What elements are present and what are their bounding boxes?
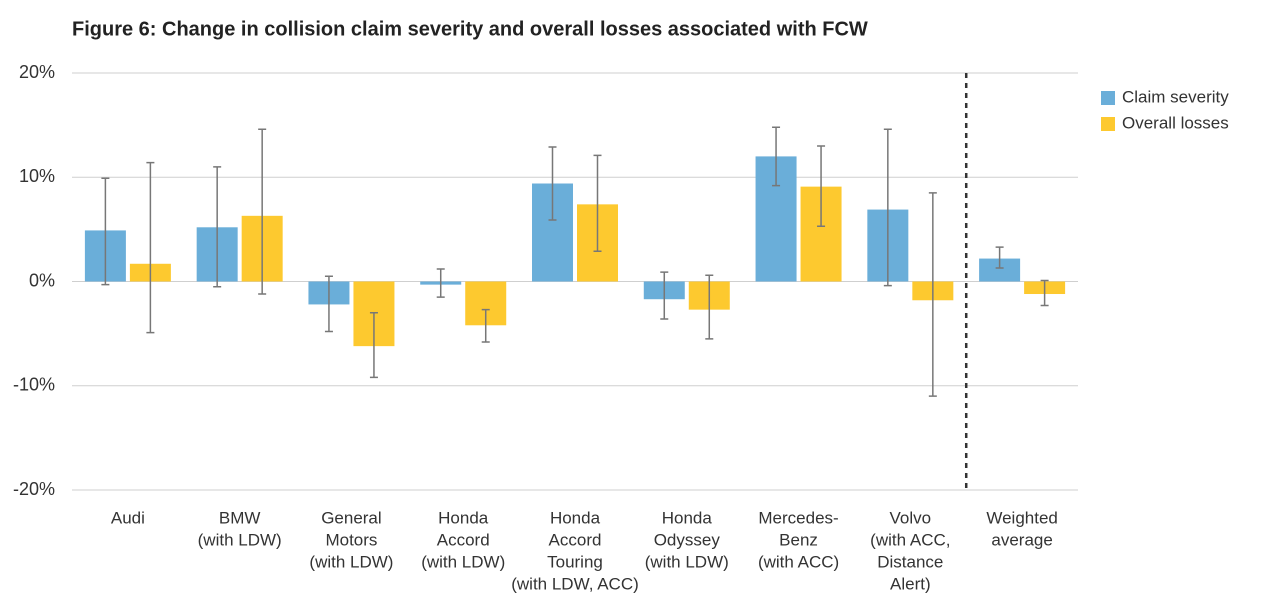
- y-tick-label: 10%: [19, 166, 55, 186]
- x-tick-label: Accord: [437, 530, 490, 549]
- x-tick-label: Benz: [779, 530, 818, 549]
- x-tick-label: General: [321, 508, 381, 527]
- error-bar: [548, 146, 557, 221]
- y-tick-label: -10%: [13, 375, 55, 395]
- x-tick-label: (with LDW, ACC): [511, 574, 639, 593]
- error-bar: [481, 308, 490, 343]
- x-tick-label: Distance: [877, 552, 943, 571]
- x-tick-label: (with LDW): [421, 552, 505, 571]
- error-bar: [101, 177, 110, 286]
- chart-title: Figure 6: Change in collision claim seve…: [72, 18, 868, 40]
- x-tick-label: Mercedes-: [758, 508, 838, 527]
- error-bar: [258, 128, 267, 295]
- legend-swatch: [1101, 91, 1115, 105]
- x-tick-label: (with LDW): [645, 552, 729, 571]
- error-bar: [705, 274, 714, 340]
- x-tick-label: (with ACC,: [870, 530, 950, 549]
- x-tick-label: BMW: [219, 508, 261, 527]
- y-tick-label: 20%: [19, 62, 55, 82]
- y-tick-label: 0%: [29, 270, 55, 290]
- error-bar: [928, 192, 937, 397]
- error-bar: [146, 161, 155, 334]
- x-tick-label: (with LDW): [309, 552, 393, 571]
- x-tick-label: Volvo: [890, 508, 932, 527]
- x-tick-label: Motors: [325, 530, 377, 549]
- error-bar: [817, 145, 826, 227]
- error-bar: [436, 268, 445, 298]
- error-bar: [1040, 279, 1049, 307]
- error-bar: [883, 128, 892, 287]
- bar: [979, 258, 1021, 282]
- y-tick-label: -20%: [13, 479, 55, 499]
- x-tick-label: (with ACC): [758, 552, 839, 571]
- error-bar: [369, 312, 378, 379]
- x-tick-label: Honda: [662, 508, 713, 527]
- x-tick-label: (with LDW): [198, 530, 282, 549]
- legend-label: Overall losses: [1122, 113, 1229, 132]
- error-bar: [995, 246, 1004, 269]
- error-bar: [213, 166, 222, 288]
- error-bar: [660, 271, 669, 320]
- error-bar: [593, 154, 602, 253]
- x-tick-label: average: [991, 530, 1052, 549]
- x-tick-label: Touring: [547, 552, 603, 571]
- x-tick-label: Weighted: [986, 508, 1058, 527]
- x-tick-label: Alert): [890, 574, 931, 593]
- x-tick-label: Odyssey: [654, 530, 721, 549]
- x-tick-label: Honda: [438, 508, 489, 527]
- error-bar: [324, 275, 333, 333]
- x-tick-label: Audi: [111, 508, 145, 527]
- legend-swatch: [1101, 117, 1115, 131]
- legend-label: Claim severity: [1122, 87, 1229, 106]
- x-tick-label: Accord: [549, 530, 602, 549]
- x-tick-label: Honda: [550, 508, 601, 527]
- error-bar: [772, 126, 781, 187]
